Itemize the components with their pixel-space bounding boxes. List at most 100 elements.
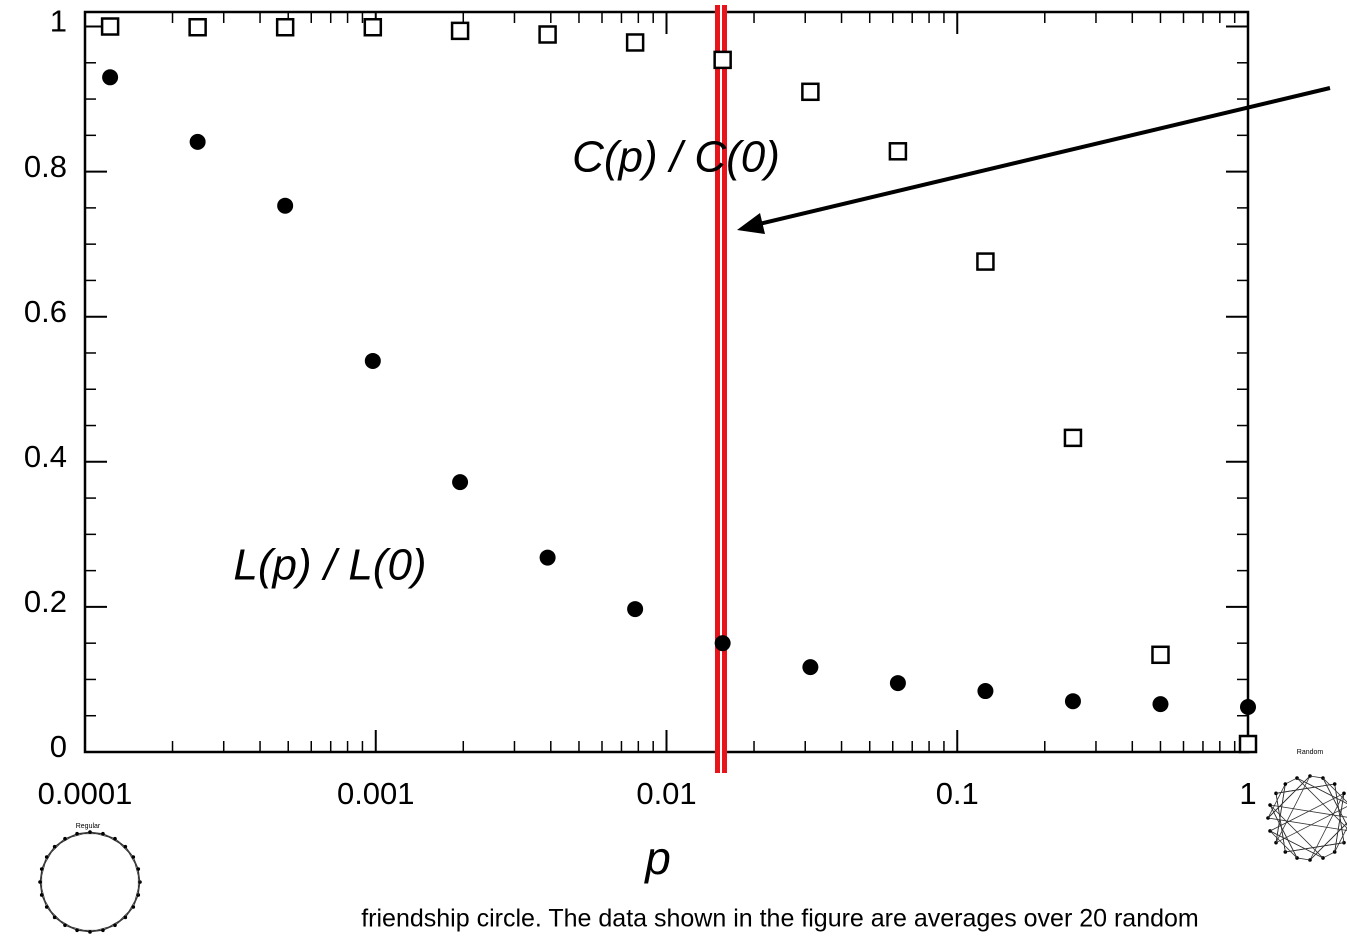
network-node: [1283, 782, 1288, 786]
circle-point: [452, 474, 469, 491]
network-edge: [1334, 783, 1345, 843]
network-node: [52, 915, 57, 920]
network-node: [44, 855, 49, 859]
network-node: [101, 928, 105, 933]
square-point: [1151, 645, 1170, 665]
network-edge: [1275, 806, 1347, 844]
network-edge: [1285, 842, 1345, 853]
circle-point: [102, 69, 119, 86]
annotation: L(p) / L(0): [233, 541, 426, 590]
network-node: [38, 880, 42, 884]
network-edge: [1296, 857, 1311, 861]
circle-point: [977, 683, 994, 700]
network-edge: [1309, 775, 1324, 779]
icon-label: Random: [1297, 749, 1324, 756]
network-edge: [1267, 783, 1286, 819]
network-node: [88, 930, 92, 934]
network-edge: [1275, 783, 1335, 794]
square-point: [888, 142, 908, 161]
arrow-head: [737, 213, 765, 234]
network-edge: [1334, 826, 1347, 853]
network-edge: [1269, 792, 1345, 832]
network-node: [1342, 791, 1346, 796]
network-edge: [1334, 793, 1345, 853]
square-point: [625, 33, 645, 52]
square-point: [100, 17, 120, 36]
square-point: [801, 82, 820, 102]
square-point: [363, 17, 383, 37]
y-tick-label: 0.6: [24, 294, 67, 329]
network-edge: [1309, 822, 1347, 861]
square-point: [1238, 734, 1258, 754]
network-node: [1332, 782, 1337, 786]
y-tick-label: 0.4: [24, 439, 67, 474]
network-edge: [1269, 804, 1298, 859]
circle-point: [802, 659, 819, 676]
network-node: [101, 831, 105, 836]
network-node: [63, 923, 67, 928]
network-edge: [1267, 817, 1347, 831]
network-node: [113, 923, 117, 928]
square-point: [275, 17, 295, 37]
square-point: [1063, 428, 1083, 448]
network-node: [63, 836, 67, 841]
network-node: [44, 905, 49, 909]
x-axis-label: p: [643, 832, 671, 884]
network-node: [88, 830, 92, 834]
network-edge: [1275, 775, 1311, 843]
caption: friendship circle. The data shown in the…: [361, 905, 1199, 933]
circle-point: [539, 549, 556, 566]
circle-point: [889, 675, 906, 692]
network-edge: [1275, 783, 1286, 843]
square-point: [713, 50, 732, 70]
network-node: [131, 855, 136, 859]
network-node: [136, 867, 141, 871]
x-tick-label: 0.001: [337, 776, 415, 811]
network-node: [52, 844, 57, 849]
network-node: [113, 836, 117, 841]
network-edge: [1322, 851, 1335, 859]
square-point: [538, 25, 557, 44]
network-edge: [1275, 793, 1286, 853]
network-node: [131, 905, 136, 909]
circle-point: [1152, 696, 1169, 713]
icon-label: Regular: [76, 823, 101, 830]
network-icons: [38, 774, 1347, 934]
network-node: [123, 844, 128, 849]
y-tick-label: 0.2: [24, 584, 67, 619]
annotation: C(p) / C(0): [572, 133, 780, 182]
x-tick-label: 0.01: [636, 776, 696, 811]
network-edge: [1322, 777, 1347, 827]
square-point: [450, 21, 470, 41]
x-tick-label: 1: [1239, 776, 1256, 811]
circle-point: [714, 635, 731, 652]
circle-point: [364, 352, 381, 369]
network-node: [75, 928, 79, 933]
network-node: [1268, 803, 1272, 807]
plot-frame: [83, 10, 1250, 754]
arrow: [754, 86, 1331, 227]
network-edge: [1322, 777, 1347, 803]
network-node: [123, 915, 128, 920]
square-point: [188, 17, 207, 37]
y-tick-label: 0: [50, 729, 67, 764]
y-tick-label: 1: [50, 4, 67, 39]
network-edge: [1269, 830, 1298, 859]
circle-point: [189, 133, 206, 150]
circle-point: [1240, 699, 1256, 716]
network-edge: [1296, 777, 1347, 804]
circle-point: [627, 601, 644, 618]
network-edge: [1269, 830, 1324, 859]
circle-point: [1064, 693, 1081, 710]
square-point: [976, 252, 995, 271]
network-edge: [1285, 777, 1298, 785]
network-edge: [1269, 804, 1347, 818]
network-edge: [1267, 775, 1311, 819]
network-node: [39, 893, 44, 897]
x-tick-label: 0.1: [936, 776, 979, 811]
circle-point: [277, 197, 294, 214]
network-node: [75, 831, 79, 836]
y-tick-label: 0.8: [24, 149, 67, 184]
network-node: [39, 867, 44, 871]
